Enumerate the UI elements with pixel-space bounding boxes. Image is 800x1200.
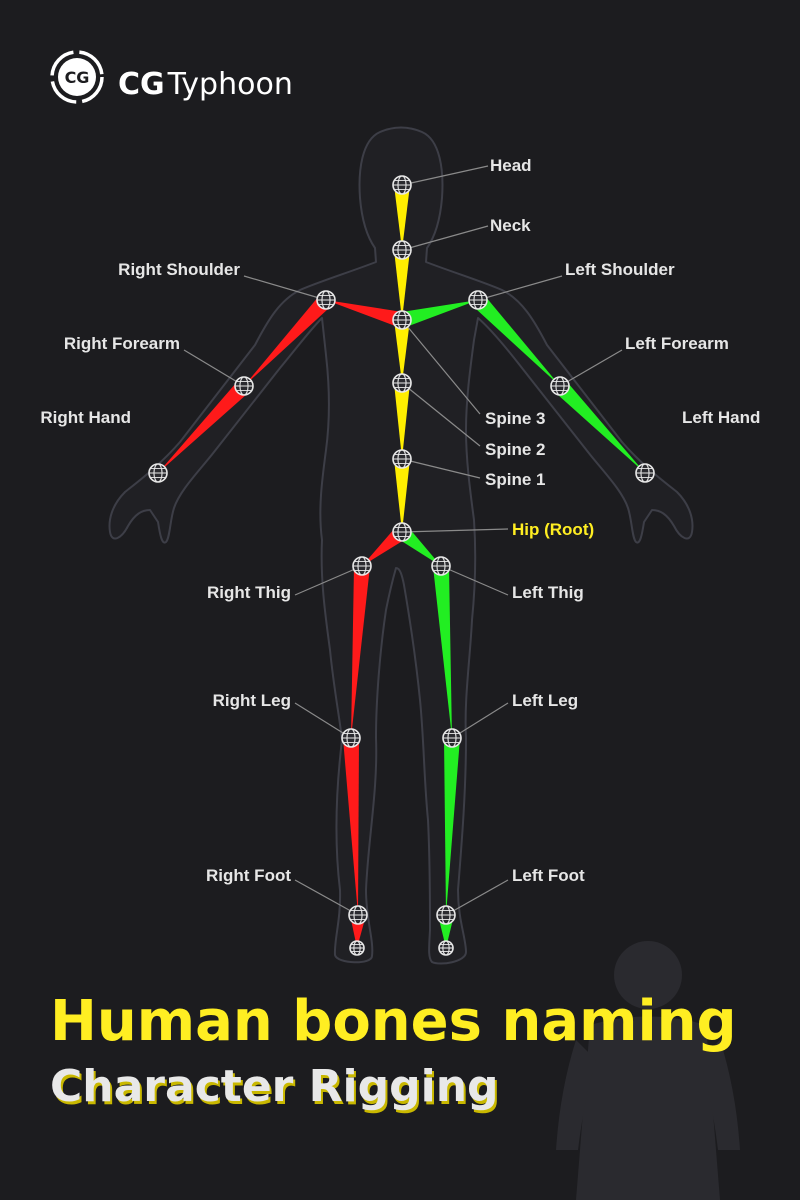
l_forearm-joint-globe-icon[interactable] xyxy=(550,376,570,396)
r_foot-joint-globe-icon[interactable] xyxy=(348,905,368,925)
leader-line-neck xyxy=(401,225,489,251)
l_leg-joint-globe-icon[interactable] xyxy=(442,728,462,748)
leader-line-r_shoulder xyxy=(243,275,327,301)
l-shoulder-label: Left Shoulder xyxy=(565,260,675,279)
bone-spine1-to-hip xyxy=(394,459,410,532)
r_hand-joint-globe-icon[interactable] xyxy=(148,463,168,483)
bone-spine3-to-spine2 xyxy=(394,320,410,383)
bone-spine2-to-spine1 xyxy=(394,383,410,459)
leader-line-l_leg xyxy=(451,702,509,739)
l_hand-joint-globe-icon[interactable] xyxy=(635,463,655,483)
r_thigh-joint-globe-icon[interactable] xyxy=(352,556,372,576)
l-leg-label: Left Leg xyxy=(512,691,578,710)
brand-name: CG Typhoon xyxy=(118,67,293,102)
subtitle: Character Rigging xyxy=(50,1061,499,1112)
bone-neck-to-spine3 xyxy=(394,250,410,320)
leader-line-r_forearm xyxy=(183,349,245,387)
r_toe-joint-globe-icon[interactable] xyxy=(349,940,365,956)
typhoon-swirl-icon: CG xyxy=(50,50,104,104)
spine2-label: Spine 2 xyxy=(485,440,545,459)
leader-line-l_shoulder xyxy=(477,275,563,301)
head-joint-globe-icon[interactable] xyxy=(392,175,412,195)
r-shoulder-label: Right Shoulder xyxy=(118,260,240,279)
l-thigh-label: Left Thig xyxy=(512,583,584,602)
r-foot-label: Right Foot xyxy=(206,866,291,885)
leader-line-r_foot xyxy=(294,879,359,916)
l_thigh-joint-globe-icon[interactable] xyxy=(431,556,451,576)
joints xyxy=(148,175,655,956)
bone-r_leg-to-r_foot xyxy=(343,737,359,915)
title: Human bones naming xyxy=(50,989,737,1054)
leader-line-head xyxy=(401,165,489,186)
leader-line-r_thigh xyxy=(294,565,363,596)
svg-text:CG: CG xyxy=(65,68,90,87)
hip-label: Hip (Root) xyxy=(512,520,594,539)
r_leg-joint-globe-icon[interactable] xyxy=(341,728,361,748)
leader-line-spine1 xyxy=(401,458,481,479)
spine3-label: Spine 3 xyxy=(485,409,545,428)
r_shoulder-joint-globe-icon[interactable] xyxy=(316,290,336,310)
leader-line-r_leg xyxy=(294,702,352,739)
bone-l_leg-to-l_foot xyxy=(444,737,460,915)
bone-l_shoulder-to-l_forearm xyxy=(472,294,560,386)
leader-line-hip xyxy=(401,528,509,533)
neck-label: Neck xyxy=(490,216,531,235)
bone-spine3-to-l_shoulder xyxy=(399,300,478,328)
neck-joint-globe-icon[interactable] xyxy=(392,240,412,260)
leader-line-spine2 xyxy=(401,382,481,447)
body-silhouette xyxy=(108,126,694,965)
person-silhouette-icon xyxy=(556,941,740,1200)
bone-spine3-to-r_shoulder xyxy=(326,300,405,328)
r-leg-label: Right Leg xyxy=(213,691,291,710)
subtitle-shadow: Character Rigging xyxy=(52,1064,501,1115)
leader-lines xyxy=(183,165,623,916)
bone-l_forearm-to-l_hand xyxy=(554,380,645,473)
leader-line-l_forearm xyxy=(559,349,623,387)
joint-labels: Head Neck Right Shoulder Left Shoulder Right… xyxy=(40,156,760,885)
l-foot-label: Left Foot xyxy=(512,866,585,885)
r-hand-label: Right Hand xyxy=(40,408,131,427)
l-forearm-label: Left Forearm xyxy=(625,334,729,353)
r_forearm-joint-globe-icon[interactable] xyxy=(234,376,254,396)
bone-head-to-neck xyxy=(394,185,410,250)
hip-joint-globe-icon[interactable] xyxy=(392,522,412,542)
spine2-joint-globe-icon[interactable] xyxy=(392,373,412,393)
l_foot-joint-globe-icon[interactable] xyxy=(436,905,456,925)
bone-r_forearm-to-r_hand xyxy=(158,380,250,473)
leader-line-l_thigh xyxy=(440,565,509,596)
head-label: Head xyxy=(490,156,532,175)
bone-r_thigh-to-r_leg xyxy=(351,565,370,738)
bone-l_thigh-to-l_leg xyxy=(433,565,452,738)
spine1-joint-globe-icon[interactable] xyxy=(392,449,412,469)
leader-line-spine3 xyxy=(401,319,481,415)
spine3-joint-globe-icon[interactable] xyxy=(392,310,412,330)
spine1-label: Spine 1 xyxy=(485,470,545,489)
bone-r_shoulder-to-r_forearm xyxy=(244,294,332,386)
l-hand-label: Left Hand xyxy=(682,408,760,427)
bones xyxy=(158,185,645,948)
leader-line-l_foot xyxy=(445,879,509,916)
l_shoulder-joint-globe-icon[interactable] xyxy=(468,290,488,310)
l_toe-joint-globe-icon[interactable] xyxy=(438,940,454,956)
subtitle-group: Character Rigging Character Rigging xyxy=(50,1061,501,1115)
r-thigh-label: Right Thig xyxy=(207,583,291,602)
r-forearm-label: Right Forearm xyxy=(64,334,180,353)
